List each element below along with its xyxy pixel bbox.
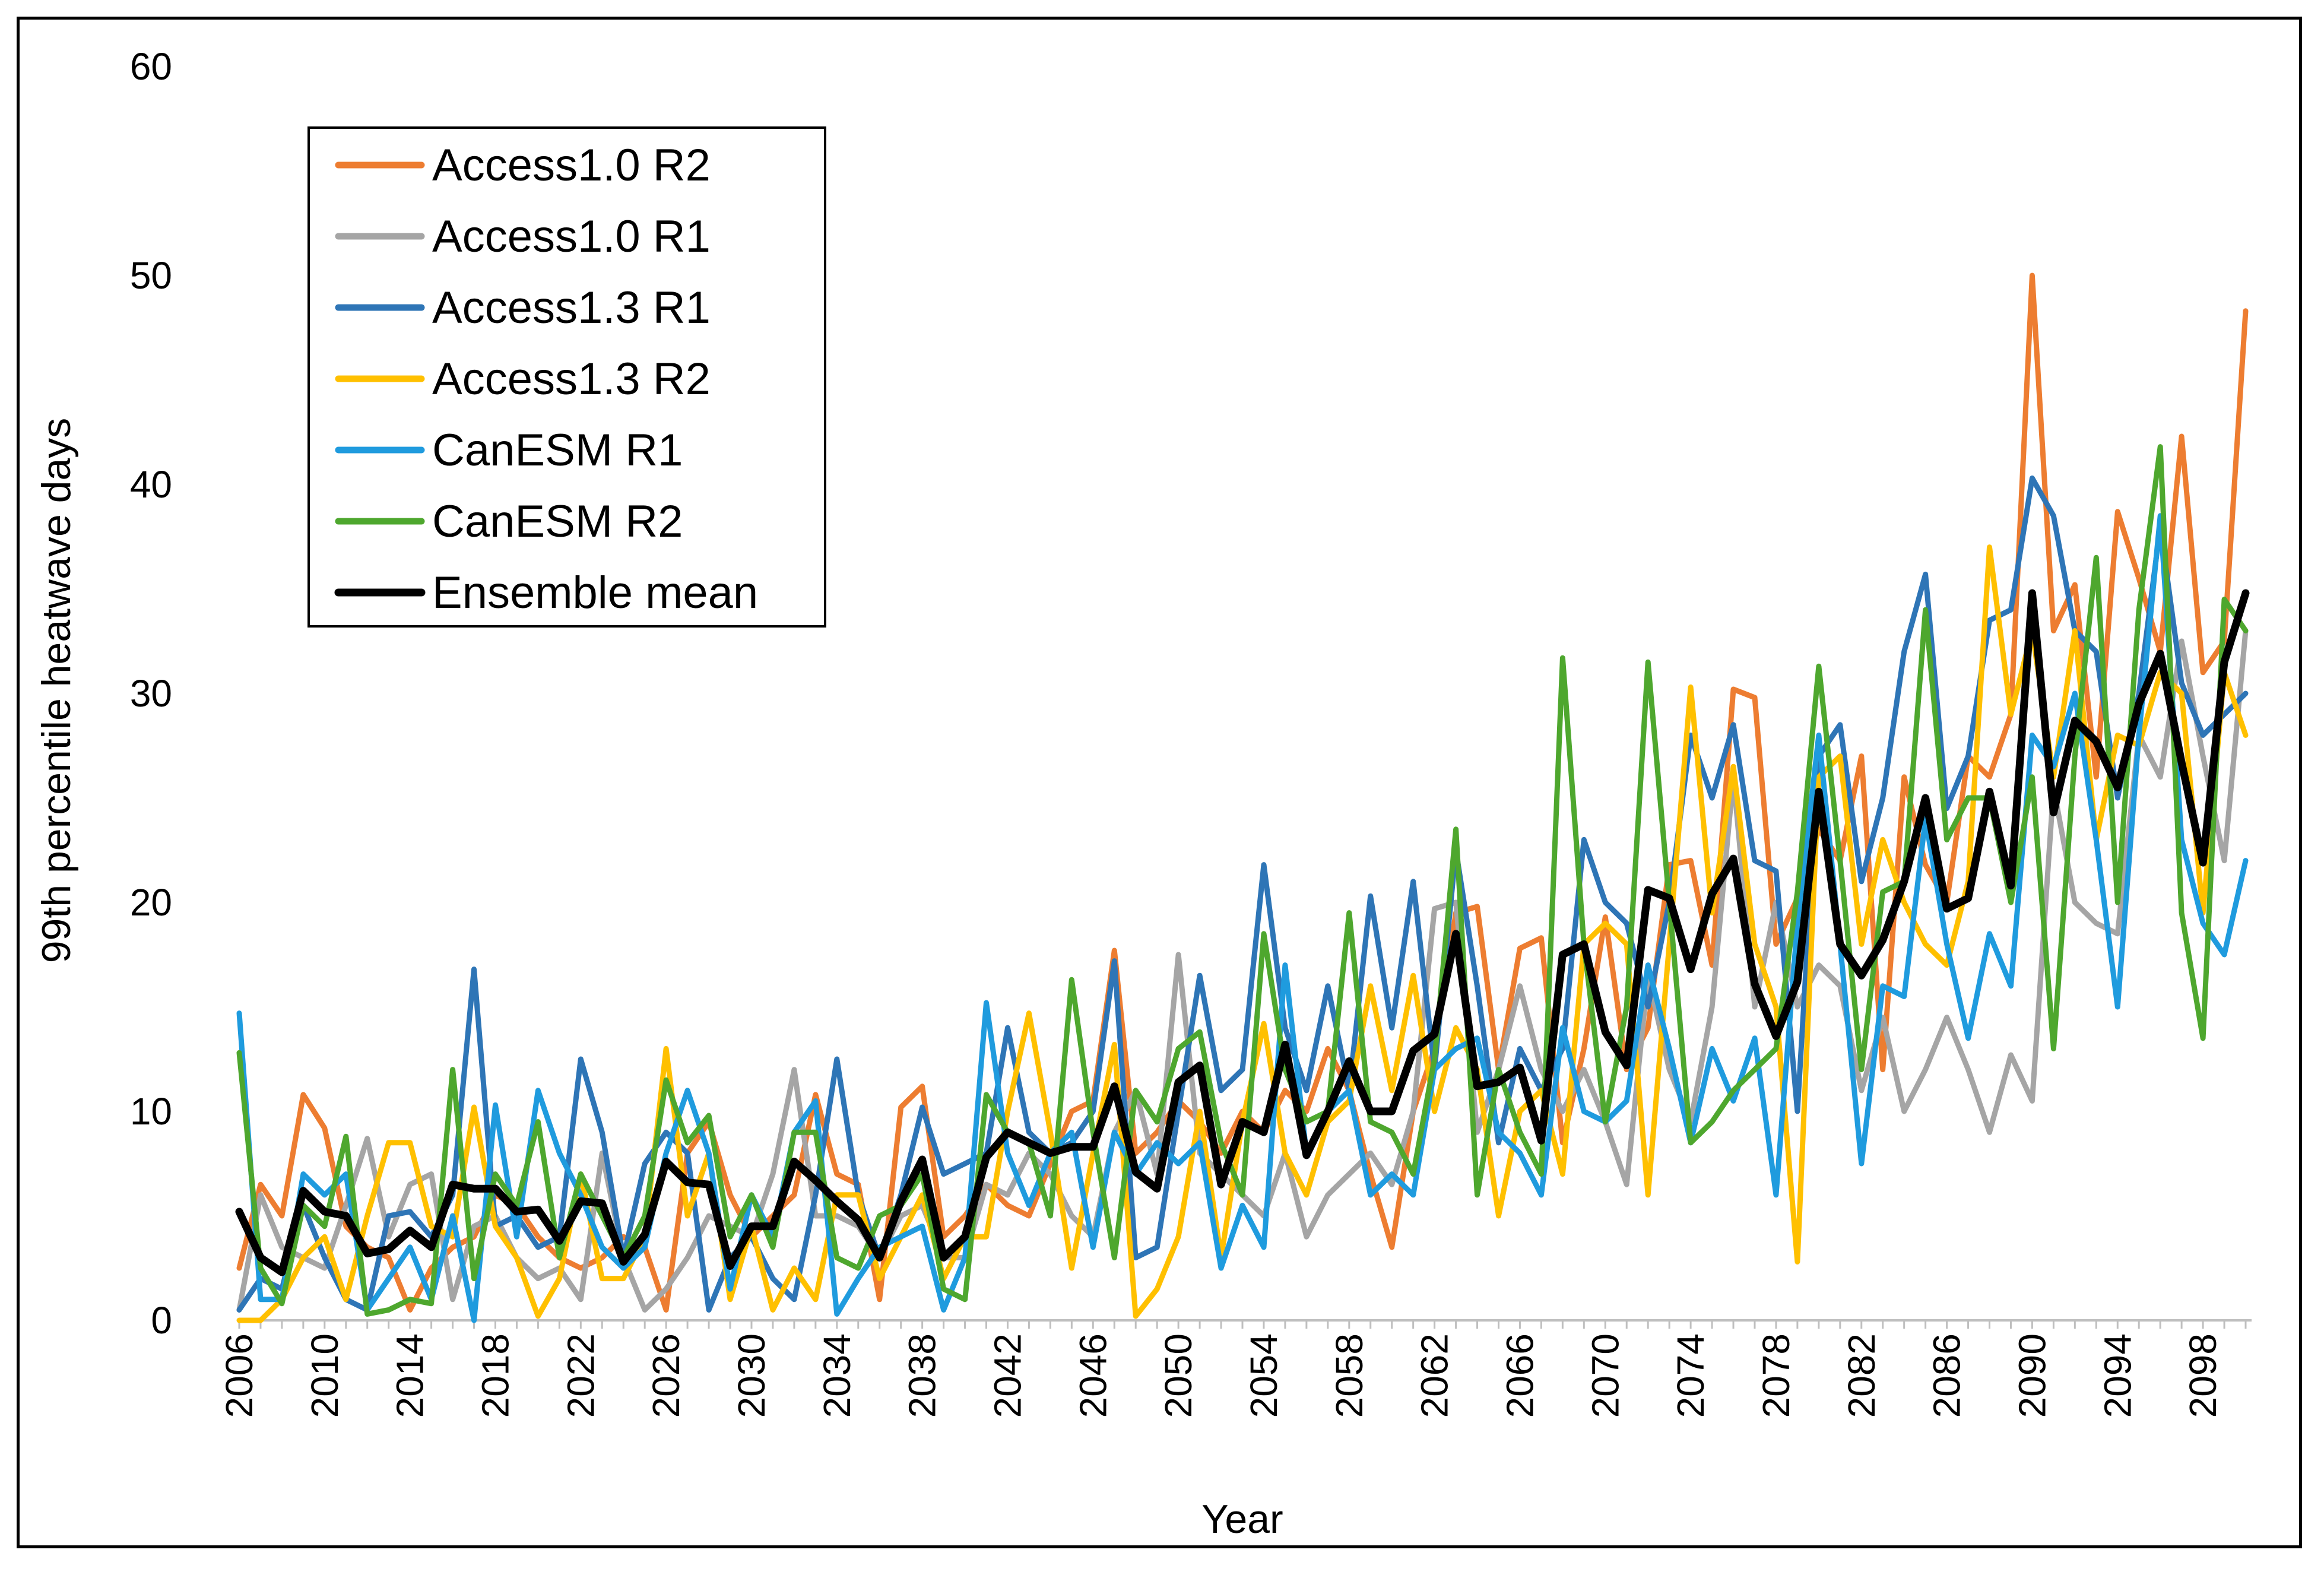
x-tick-label: 2086 xyxy=(1926,1333,1968,1418)
x-tick-label: 2038 xyxy=(901,1333,944,1418)
x-tick-label: 2078 xyxy=(1755,1333,1797,1418)
x-tick-label: 2034 xyxy=(816,1333,858,1418)
legend-label: Access1.3 R2 xyxy=(432,354,711,404)
x-tick-label: 2082 xyxy=(1840,1333,1883,1418)
x-tick-label: 2006 xyxy=(218,1333,261,1418)
x-tick-label: 2030 xyxy=(730,1333,773,1418)
x-axis-title: Year xyxy=(1201,1497,1283,1542)
y-tick-label: 0 xyxy=(151,1299,172,1342)
y-tick-label: 60 xyxy=(130,45,172,88)
x-tick-label: 2026 xyxy=(645,1333,687,1418)
x-tick-label: 2066 xyxy=(1498,1333,1541,1418)
y-axis-ticks: 0 10 20 30 40 50 60 xyxy=(130,45,172,1342)
x-tick-label: 2014 xyxy=(389,1333,432,1418)
legend-label: CanESM R1 xyxy=(432,425,683,476)
x-tick-label: 2074 xyxy=(1669,1333,1712,1418)
x-tick-label: 2098 xyxy=(2182,1333,2224,1418)
x-axis-ticks: 2006 2010 2014 2018 2022 2026 2030 2034 2038 2042… xyxy=(218,1320,2247,1418)
series-layer xyxy=(235,272,2250,1323)
series-line-canesm-r1 xyxy=(236,513,2249,1323)
x-tick-label: 2058 xyxy=(1328,1333,1371,1418)
legend-label: Access1.0 R1 xyxy=(432,211,711,262)
x-tick-label: 2054 xyxy=(1242,1333,1285,1418)
y-tick-label: 40 xyxy=(130,463,172,506)
x-tick-label: 2062 xyxy=(1413,1333,1456,1418)
y-tick-label: 50 xyxy=(130,254,172,297)
x-tick-label: 2042 xyxy=(986,1333,1029,1418)
x-tick-label: 2010 xyxy=(303,1333,346,1418)
x-tick-label: 2094 xyxy=(2096,1333,2139,1418)
x-tick-label: 2050 xyxy=(1157,1333,1200,1418)
x-tick-label: 2046 xyxy=(1071,1333,1114,1418)
x-tick-label: 2070 xyxy=(1584,1333,1627,1418)
y-tick-label: 10 xyxy=(130,1090,172,1133)
legend-label: Ensemble mean xyxy=(432,568,758,618)
x-tick-label: 2018 xyxy=(474,1333,516,1418)
legend-label: Access1.0 R2 xyxy=(432,140,711,191)
series-line-ensemble-mean xyxy=(235,589,2250,1276)
y-axis-title: 99th percentile heatwave days xyxy=(34,418,79,964)
legend-label: Access1.3 R1 xyxy=(432,283,711,333)
x-tick-label: 2090 xyxy=(2011,1333,2053,1418)
x-tick-label: 2022 xyxy=(559,1333,602,1418)
y-tick-label: 30 xyxy=(130,672,172,715)
legend: Access1.0 R2 Access1.0 R1 Access1.3 R1 Acce… xyxy=(307,126,826,628)
series-line-canesm-r2 xyxy=(236,444,2249,1317)
y-tick-label: 20 xyxy=(130,881,172,924)
legend-label: CanESM R2 xyxy=(432,496,683,547)
series-line-access1-3-r1 xyxy=(236,475,2249,1313)
